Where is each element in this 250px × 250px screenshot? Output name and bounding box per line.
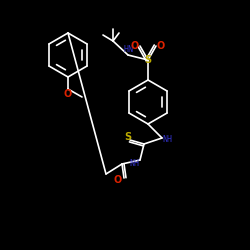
Text: O: O [114, 175, 122, 185]
Text: NH: NH [162, 134, 172, 143]
Text: S: S [144, 55, 152, 65]
Text: O: O [157, 41, 165, 51]
Text: HN: HN [123, 46, 133, 54]
Text: S: S [124, 132, 132, 142]
Text: O: O [131, 41, 139, 51]
Text: NH: NH [129, 158, 139, 168]
Text: O: O [64, 89, 72, 99]
